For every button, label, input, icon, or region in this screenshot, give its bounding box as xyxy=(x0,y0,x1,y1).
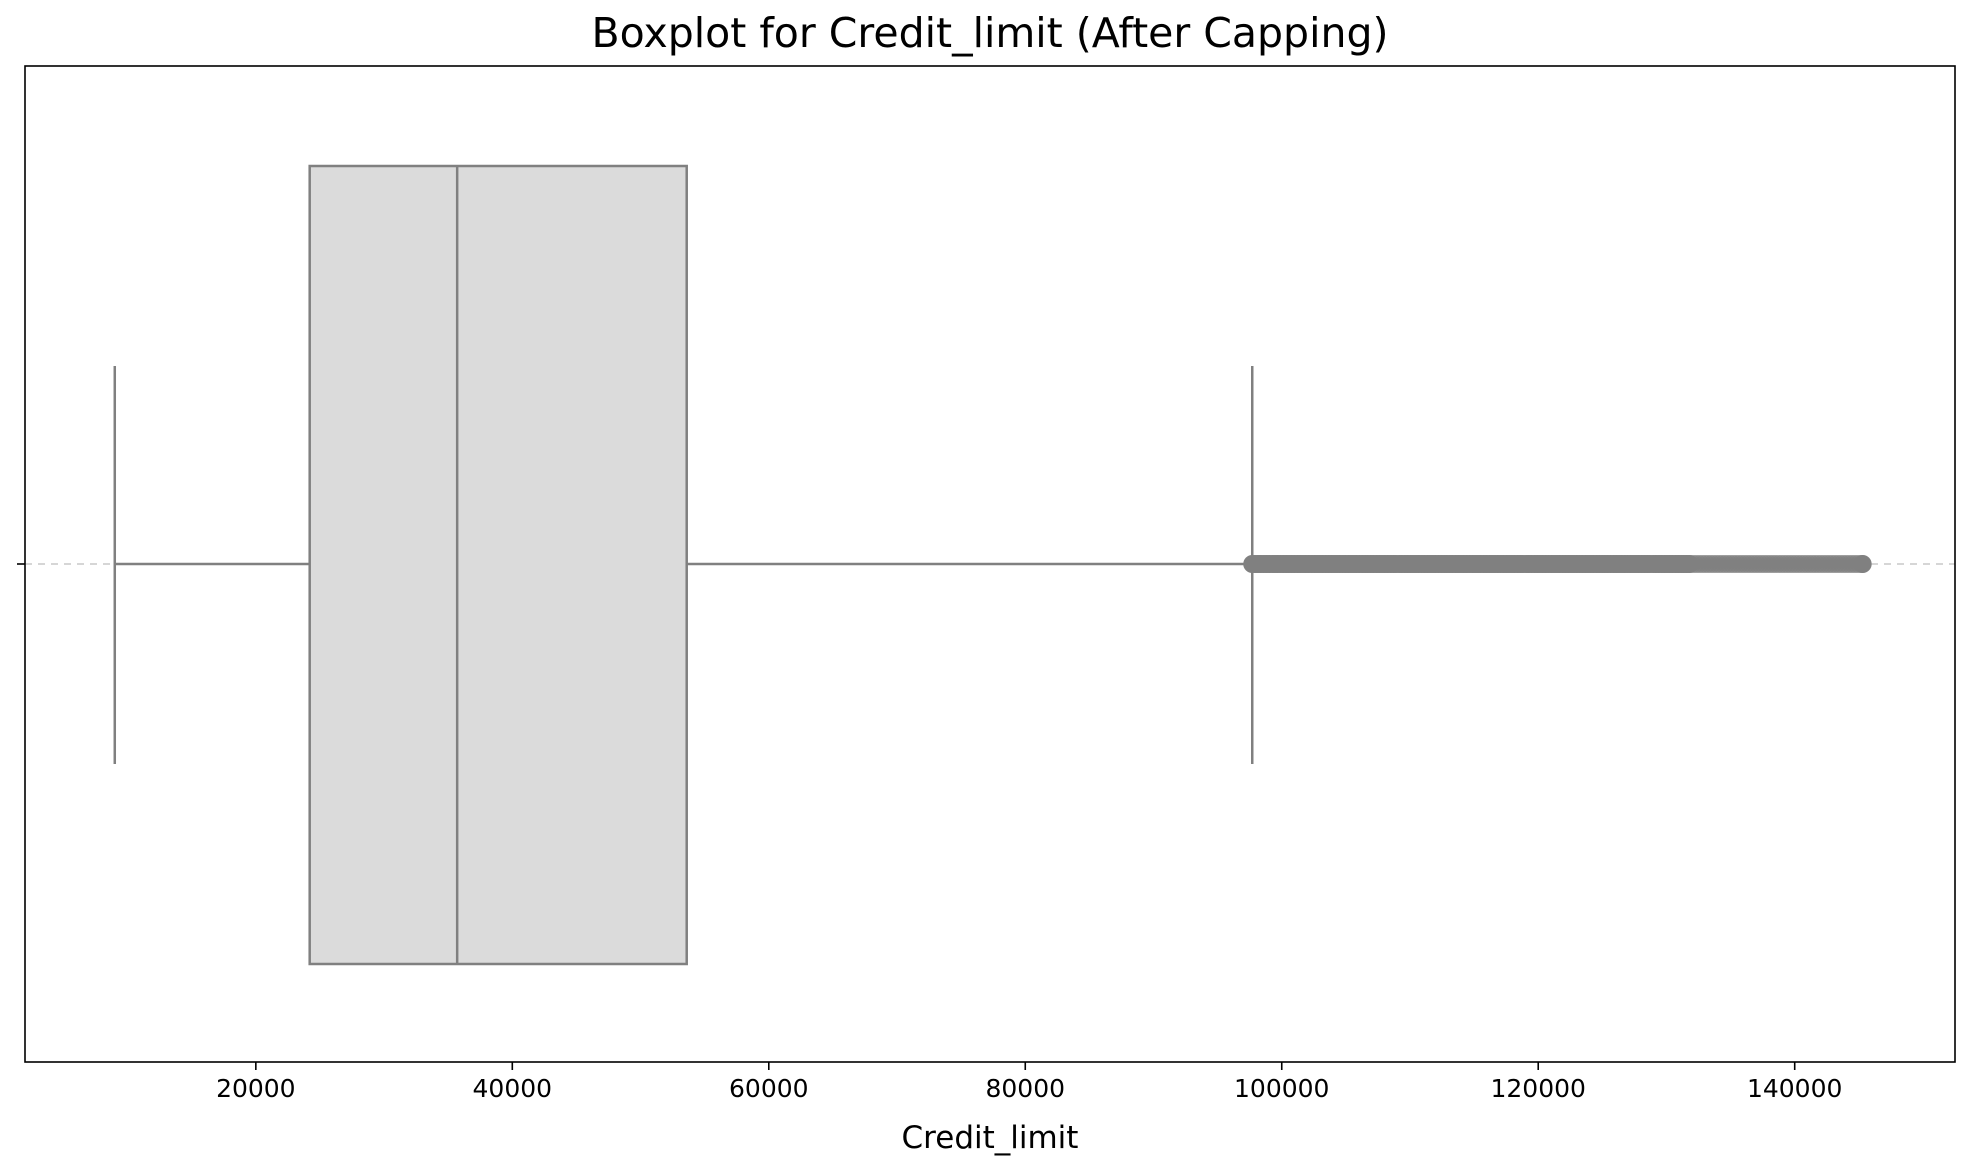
x-axis-label: Credit_limit xyxy=(902,1120,1079,1156)
outlier-points xyxy=(1243,555,1872,573)
x-tick-label: 120000 xyxy=(1491,1074,1586,1103)
x-tick-label: 40000 xyxy=(473,1074,553,1103)
x-tick-label: 140000 xyxy=(1747,1074,1842,1103)
plot-area xyxy=(25,164,1955,966)
outlier-point xyxy=(1853,555,1872,573)
x-tick-label: 60000 xyxy=(729,1074,809,1103)
x-tick-label: 80000 xyxy=(986,1074,1066,1103)
chart-title: Boxplot for Credit_limit (After Capping) xyxy=(592,9,1389,57)
x-axis-ticks: 20000 40000 60000 80000 100000 120000 140000 xyxy=(17,563,1842,1103)
iqr-box xyxy=(308,164,688,966)
x-tick-label: 100000 xyxy=(1234,1074,1329,1103)
x-tick-label: 20000 xyxy=(216,1074,296,1103)
